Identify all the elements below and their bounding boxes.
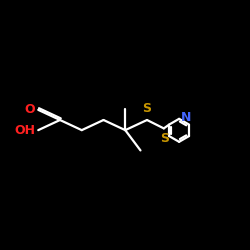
Text: OH: OH xyxy=(14,124,35,137)
Text: N: N xyxy=(180,111,191,124)
Text: O: O xyxy=(24,103,35,116)
Text: S: S xyxy=(142,102,152,116)
Text: S: S xyxy=(160,132,169,145)
